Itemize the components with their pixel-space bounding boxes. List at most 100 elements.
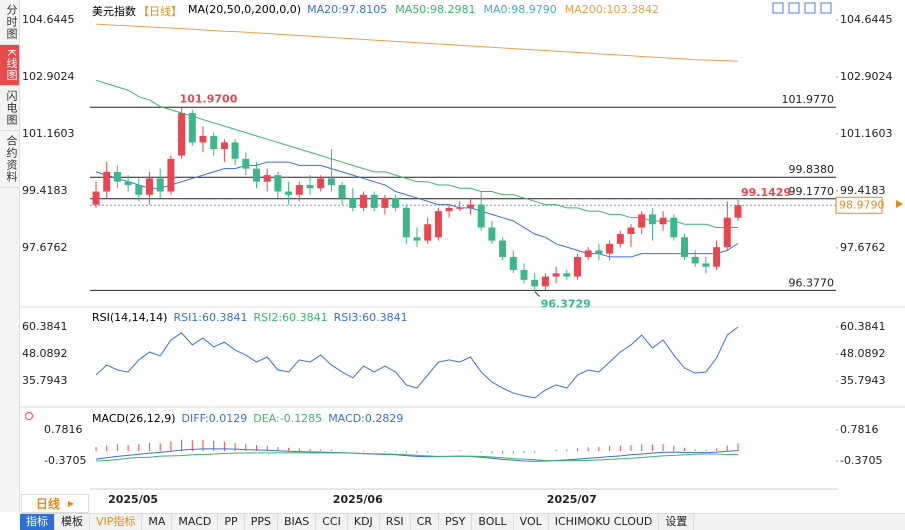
candle-body [381, 198, 389, 208]
ma-line [95, 79, 739, 229]
rsi-tick-label-right: 60.3841 [840, 320, 886, 333]
macd-label: MACD:0.2829 [328, 412, 404, 425]
price-marker [896, 200, 903, 208]
candle-body [392, 198, 400, 208]
y-tick-label: 101.1603 [22, 127, 75, 140]
candle-body [584, 250, 592, 257]
candle-body [124, 181, 132, 185]
period-text: 日线 [35, 497, 60, 511]
rsi-label: RSI3:60.3841 [333, 311, 408, 324]
candle-body [274, 175, 282, 192]
toolbar-item[interactable]: PSY [439, 514, 473, 530]
ma-line [95, 161, 739, 258]
sidebar-tab[interactable]: 合约资料 [0, 131, 19, 189]
y-tick-label-right: 104.6445 [840, 13, 893, 26]
macd-label: DIFF:0.0129 [181, 412, 248, 425]
toolbar-item[interactable]: 设置 [659, 514, 695, 530]
toolbar: 指标 模板 VIP指标 MA MACD PP PPS BIAS CCI KDJ RSI CR PSY BO… [20, 513, 905, 530]
arrow: ▶ [67, 499, 75, 508]
candle-body [413, 237, 421, 241]
toolbar-item[interactable]: MA [142, 514, 173, 530]
sidebar: 分时图 K线图 闪电图 合约资料 [0, 0, 20, 512]
icon[interactable] [788, 2, 800, 14]
candle-body [670, 217, 678, 238]
rsi-label: RSI2:60.3841 [253, 311, 328, 324]
toolbar-item[interactable]: BOLL [472, 514, 514, 530]
candle-body [606, 243, 614, 254]
period-button[interactable]: 日线 ▶ [21, 494, 89, 513]
toolbar-item[interactable]: CCI [316, 514, 348, 530]
toolbar-item[interactable]: KDJ [348, 514, 380, 530]
candle-body [648, 214, 656, 225]
toolbar-item[interactable]: 模板 [55, 514, 90, 530]
low-pointer [534, 291, 541, 297]
candle-body [210, 135, 218, 149]
candle-body [681, 237, 688, 257]
candle-body [103, 171, 111, 192]
last-price-box [835, 196, 883, 214]
candle-body [434, 211, 442, 238]
toolbar-item[interactable]: 指标 [20, 514, 55, 530]
icon[interactable] [820, 2, 832, 14]
y-tick-label: 102.9024 [22, 70, 75, 83]
candle-body [253, 168, 260, 182]
candle-body [156, 178, 164, 192]
toolbar-item[interactable]: ICHIMOKU CLOUD [549, 514, 660, 530]
candle-body [92, 191, 100, 205]
candle-body [327, 178, 335, 185]
toolbar-item[interactable]: CR [411, 514, 439, 530]
toolbar-item[interactable]: MACD [172, 514, 219, 530]
sidebar-tab[interactable]: K线图 [0, 45, 19, 87]
candle-body [723, 217, 731, 248]
settings-icon[interactable] [25, 412, 33, 420]
rsi-title: RSI(14,14,14) [92, 311, 168, 324]
y-tick-label-right: 102.9024 [840, 70, 893, 83]
high-annotation: 101.9700 [180, 92, 238, 105]
sidebar-tab[interactable]: 闪电图 [0, 86, 19, 132]
legend-entry: MA50:98.2981 [395, 3, 476, 16]
candle-body [146, 178, 153, 195]
toolbar-item[interactable]: PP [218, 514, 245, 530]
ma-legend: MA20:97.8105 MA50:98.2981 MA0:98.9790 MA200… [307, 3, 659, 19]
sidebar-tab[interactable]: 分时图 [0, 0, 19, 45]
candle-body [178, 113, 186, 156]
level-label: 96.3770 [789, 276, 835, 289]
candle-body [509, 256, 517, 271]
toolbar-item[interactable]: PPS [245, 514, 278, 530]
level-label: 99.8380 [789, 163, 835, 176]
y-tick-label: 97.6762 [22, 241, 68, 254]
macd-label: DEA:-0.1285 [253, 412, 323, 425]
toolbar-item[interactable]: RSI [380, 514, 411, 530]
candle-body [467, 204, 474, 208]
title: 美元指数 [92, 5, 136, 18]
candle-body [188, 113, 196, 143]
candle-body [456, 207, 464, 209]
indicator: MA(20,50,0,200,0,0) [188, 3, 302, 16]
level-label: 101.9770 [782, 93, 835, 106]
candle-body [552, 273, 560, 277]
toolbar-item[interactable]: VOL [514, 514, 549, 530]
rsi-tick-label-right: 35.7943 [840, 374, 886, 387]
candle-body [616, 234, 624, 244]
candle-body [135, 184, 143, 195]
macd-tick-label: 0.7816 [44, 423, 83, 436]
candle-body [499, 240, 507, 257]
candle-body [595, 250, 603, 254]
rsi-tick-label: 60.3841 [22, 320, 68, 333]
last-high-annotation: 99.1429 [741, 186, 791, 199]
icon[interactable] [804, 2, 816, 14]
x-tick-label: 2025/06 [333, 493, 383, 506]
candle-body [242, 158, 250, 169]
candle-body [424, 224, 432, 241]
candle-body [702, 263, 710, 267]
y-tick-label-right: 97.6762 [840, 241, 886, 254]
candle-body [338, 184, 346, 199]
dea-line [95, 452, 739, 462]
toolbar-item[interactable]: VIP指标 [90, 514, 143, 530]
candle-body [541, 276, 549, 287]
y-tick-label-right: 99.4183 [840, 184, 886, 197]
toolbar-item[interactable]: BIAS [278, 514, 317, 530]
icon[interactable] [772, 2, 784, 14]
